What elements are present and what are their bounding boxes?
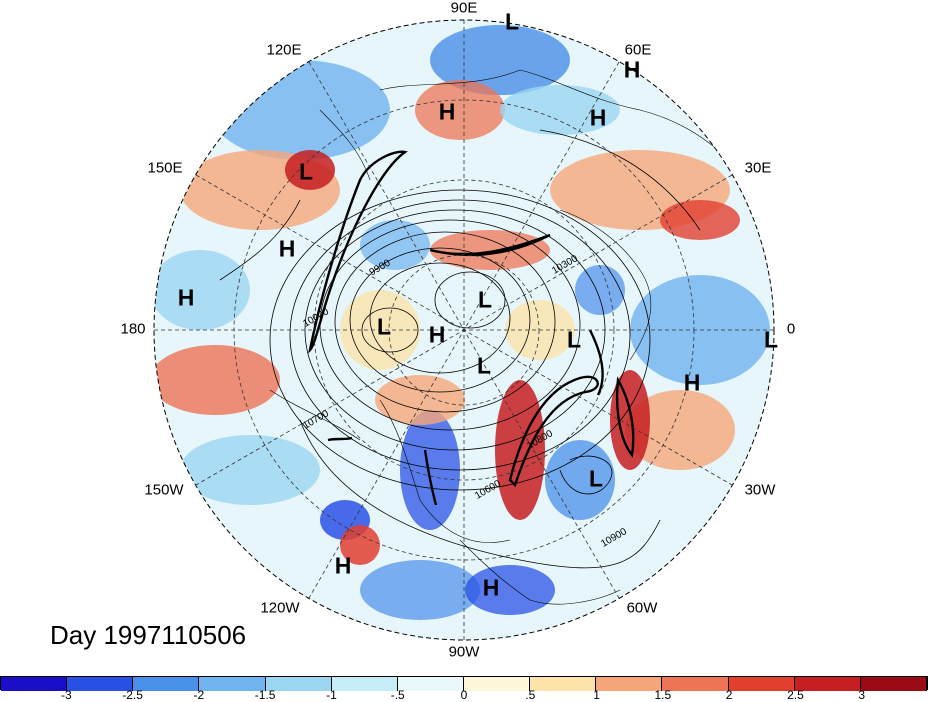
pressure-center-high: H bbox=[683, 369, 701, 396]
colorbar-swatch bbox=[794, 677, 861, 691]
colorbar-tick-label: 3 bbox=[858, 688, 866, 702]
colorbar-tick-label: -3 bbox=[60, 688, 72, 702]
colorbar-swatch bbox=[199, 677, 266, 691]
pressure-center-high: H bbox=[428, 321, 446, 348]
pressure-center-low: L bbox=[298, 158, 314, 185]
lon-label-90e: 90E bbox=[450, 0, 478, 17]
anomaly-field bbox=[154, 20, 774, 640]
colorbar-tick-label: -.5 bbox=[390, 688, 405, 702]
lon-label-90w: 90W bbox=[448, 643, 480, 661]
pressure-center-low: L bbox=[566, 326, 582, 353]
colorbar-tick-label: 2.5 bbox=[787, 688, 804, 702]
colorbar-tick-label: 1.5 bbox=[654, 688, 672, 702]
lon-label-30w: 30W bbox=[744, 481, 776, 499]
colorbar-swatch bbox=[67, 677, 134, 691]
lon-label-150w: 150W bbox=[144, 481, 184, 499]
pressure-center-high: H bbox=[177, 284, 195, 311]
pressure-center-low: L bbox=[477, 286, 493, 313]
colorbar-swatch bbox=[133, 677, 200, 691]
colorbar-tick-label: -1.5 bbox=[254, 688, 276, 702]
colorbar-tick-label: -2.5 bbox=[122, 688, 143, 702]
colorbar bbox=[0, 676, 928, 691]
pressure-center-low: L bbox=[476, 352, 492, 379]
colorbar-swatch bbox=[265, 677, 332, 691]
pressure-center-low: L bbox=[376, 313, 392, 340]
lon-label-30e: 30E bbox=[744, 159, 772, 177]
colorbar-swatch bbox=[530, 677, 597, 691]
pressure-center-low: L bbox=[763, 326, 779, 353]
lon-label-120w: 120W bbox=[260, 599, 300, 617]
colorbar-tick-label: -1 bbox=[326, 688, 337, 702]
pressure-center-low: L bbox=[504, 8, 520, 35]
colorbar-tick-label: -2 bbox=[193, 688, 205, 702]
pressure-center-high: H bbox=[482, 574, 500, 601]
colorbar-swatch bbox=[331, 677, 398, 691]
map-title: Day 1997110506 bbox=[50, 620, 247, 650]
graticule bbox=[154, 20, 774, 640]
colorbar-tick-label: 1 bbox=[593, 688, 600, 702]
lon-label-60e: 60E bbox=[624, 41, 652, 59]
lon-label-0: 0 bbox=[786, 320, 796, 338]
pressure-center-low: L bbox=[588, 465, 604, 492]
colorbar-swatch bbox=[1, 677, 68, 691]
lon-label-120e: 120E bbox=[266, 41, 302, 59]
colorbar-swatch bbox=[860, 677, 927, 691]
colorbar-swatch bbox=[397, 677, 464, 691]
pressure-center-high: H bbox=[278, 235, 296, 262]
colorbar-tick-label: 2 bbox=[725, 688, 733, 702]
colorbar-swatch bbox=[662, 677, 729, 691]
colorbar-swatch bbox=[596, 677, 663, 691]
colorbar-tick-label: 0 bbox=[460, 688, 468, 702]
pressure-center-high: H bbox=[623, 56, 641, 83]
map-border bbox=[153, 19, 775, 641]
lon-label-60w: 60W bbox=[626, 599, 658, 617]
colorbar-tick-label: .5 bbox=[525, 688, 536, 702]
colorbar-swatch bbox=[728, 677, 795, 691]
lon-label-180: 180 bbox=[120, 320, 146, 338]
colorbar-swatch bbox=[463, 677, 531, 691]
pressure-center-high: H bbox=[589, 104, 607, 131]
pressure-center-high: H bbox=[438, 98, 456, 125]
lon-label-150e: 150E bbox=[147, 159, 183, 177]
pressure-center-high: H bbox=[334, 552, 352, 579]
